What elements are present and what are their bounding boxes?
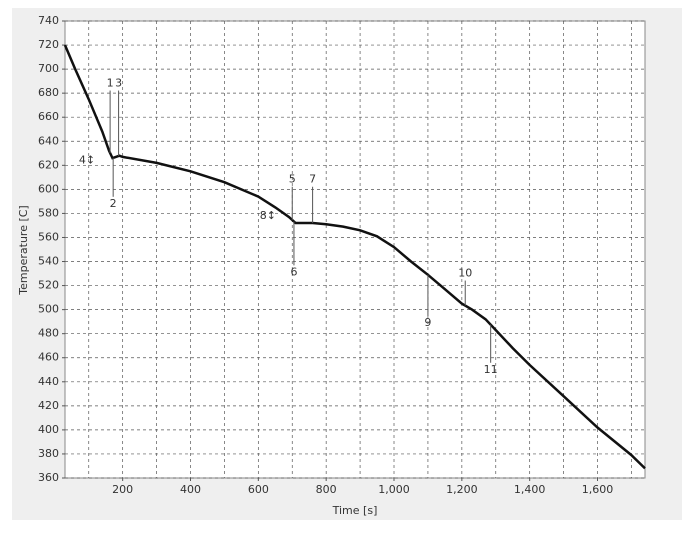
y-tick-label: 380: [38, 447, 59, 460]
annotation: 3: [115, 77, 122, 90]
annotation: 5: [289, 173, 296, 186]
y-tick-label: 700: [38, 62, 59, 75]
annotation: 1: [107, 77, 114, 90]
annotation: 8↕: [260, 209, 276, 222]
y-tick-label: 680: [38, 86, 59, 99]
annotation: 10: [458, 267, 472, 280]
y-tick-label: 420: [38, 399, 59, 412]
plot-area: [64, 20, 646, 479]
y-tick-label: 740: [38, 14, 59, 27]
annotation: 11: [484, 363, 498, 376]
y-tick-label: 640: [38, 134, 59, 147]
y-tick-label: 460: [38, 351, 59, 364]
x-tick-label: 600: [248, 483, 269, 496]
x-tick-label: 200: [112, 483, 133, 496]
annotation: 4↕: [79, 154, 95, 167]
y-tick-label: 400: [38, 423, 59, 436]
x-tick-label: 1,600: [582, 483, 614, 496]
y-tick-label: 480: [38, 327, 59, 340]
y-tick-label: 520: [38, 279, 59, 292]
y-tick-label: 580: [38, 206, 59, 219]
annotation: 6: [290, 265, 297, 278]
annotation: 9: [424, 316, 431, 329]
y-tick-label: 440: [38, 375, 59, 388]
x-tick-label: 400: [180, 483, 201, 496]
y-tick-label: 360: [38, 471, 59, 484]
x-tick-label: 1,200: [446, 483, 478, 496]
x-tick-label: 1,000: [378, 483, 410, 496]
y-tick-label: 600: [38, 182, 59, 195]
x-axis-title: Time [s]: [332, 504, 378, 517]
y-tick-label: 660: [38, 110, 59, 123]
y-tick-label: 500: [38, 303, 59, 316]
y-tick-label: 620: [38, 158, 59, 171]
y-axis-title: Temperature [C]: [17, 205, 30, 295]
curve: [63, 44, 646, 470]
y-tick-label: 720: [38, 38, 59, 51]
y-tick-label: 560: [38, 230, 59, 243]
annotation: 2: [110, 197, 117, 210]
x-tick-label: 1,400: [514, 483, 546, 496]
x-tick-label: 800: [316, 483, 337, 496]
annotation: 7: [309, 173, 316, 186]
y-tick-label: 540: [38, 255, 59, 268]
